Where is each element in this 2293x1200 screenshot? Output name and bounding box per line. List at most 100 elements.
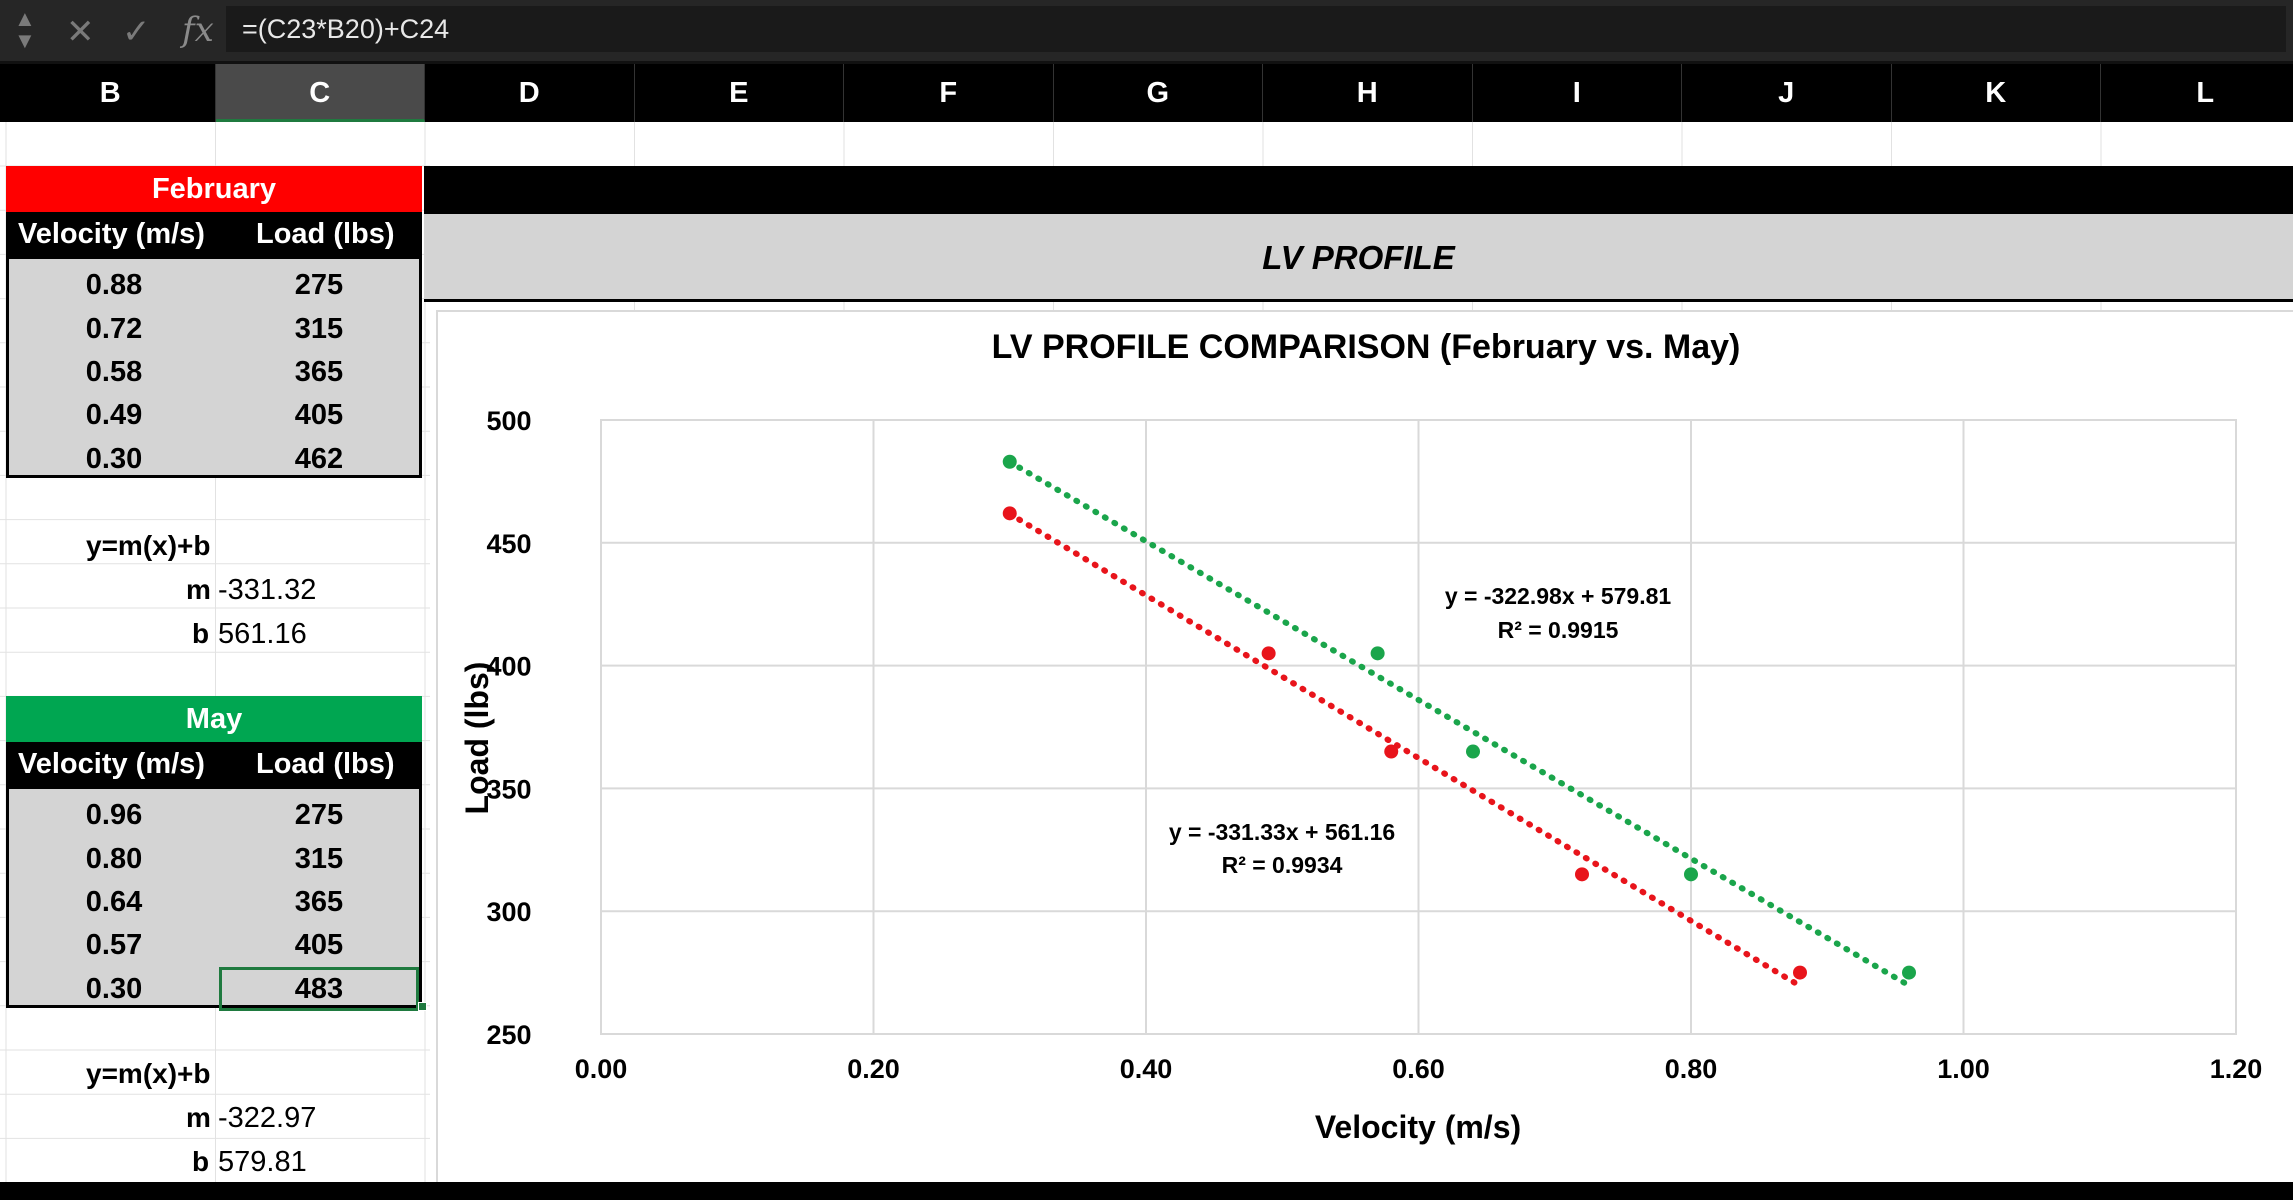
x-tick-label: 1.20 <box>2210 1054 2263 1084</box>
may-header-row[interactable]: Velocity (m/s) Load (lbs) <box>6 742 422 786</box>
load-cell[interactable]: 405 <box>294 929 344 961</box>
february-m-value[interactable]: -331.32 <box>218 574 317 606</box>
name-box-stepper-icon[interactable]: ▲ ▼ <box>14 6 36 53</box>
column-header-h[interactable]: H <box>1263 64 1473 122</box>
table-row[interactable]: 0.30 483 <box>9 967 419 1011</box>
february-data-point[interactable] <box>1384 744 1399 759</box>
x-tick-label: 1.00 <box>1937 1054 1990 1084</box>
fill-handle[interactable] <box>418 1002 427 1011</box>
february-header-row[interactable]: Velocity (m/s) Load (lbs) <box>6 212 422 256</box>
x-tick-label: 0.20 <box>847 1054 900 1084</box>
may-data-point[interactable] <box>1902 965 1916 980</box>
column-header-g[interactable]: G <box>1054 64 1263 122</box>
may-data-point[interactable] <box>1002 454 1017 469</box>
load-cell[interactable]: 365 <box>294 356 344 388</box>
table-row[interactable]: 0.96 275 <box>9 793 419 837</box>
table-row[interactable]: 0.88 275 <box>9 263 419 307</box>
february-data-point[interactable] <box>1002 506 1017 521</box>
header-band <box>424 166 2293 214</box>
velocity-cell[interactable]: 0.57 <box>85 929 143 961</box>
column-header-k[interactable]: K <box>1892 64 2101 122</box>
may-b-label[interactable]: b <box>192 1146 210 1177</box>
load-cell[interactable]: 275 <box>294 799 344 831</box>
may-equation-label[interactable]: y=m(x)+b <box>86 1058 211 1089</box>
chart-title: LV PROFILE COMPARISON (February vs. May) <box>992 328 1741 366</box>
february-b-value[interactable]: 561.16 <box>218 618 307 650</box>
load-cell[interactable]: 315 <box>294 313 344 345</box>
table-row[interactable]: 0.30 462 <box>9 437 419 481</box>
x-tick-label: 0.00 <box>575 1054 628 1084</box>
table-row[interactable]: 0.57 405 <box>9 923 419 967</box>
february-equation-label[interactable]: y=m(x)+b <box>86 530 211 561</box>
y-tick-label: 500 <box>486 406 531 436</box>
table-row[interactable]: 0.72 315 <box>9 307 419 351</box>
plot-area-border <box>600 419 2237 1035</box>
velocity-cell[interactable]: 0.72 <box>85 313 143 345</box>
february-load-header: Load (lbs) <box>256 218 395 250</box>
column-header-d[interactable]: D <box>425 64 635 122</box>
february-data-table: 0.88 275 0.72 315 0.58 365 0.49 405 0.30… <box>6 256 422 478</box>
lv-profile-chart[interactable]: LV PROFILE COMPARISON (February vs. May)… <box>436 310 2293 1182</box>
may-b-value[interactable]: 579.81 <box>218 1146 307 1178</box>
may-trendline[interactable] <box>1006 458 1912 989</box>
x-tick-label: 0.40 <box>1120 1054 1173 1084</box>
velocity-cell[interactable]: 0.88 <box>85 269 143 301</box>
velocity-cell[interactable]: 0.49 <box>85 399 143 431</box>
table-row[interactable]: 0.80 315 <box>9 837 419 881</box>
load-cell[interactable]: 405 <box>294 399 344 431</box>
may-data-point[interactable] <box>1370 646 1385 661</box>
february-data-point[interactable] <box>1575 867 1589 882</box>
y-tick-label: 450 <box>486 529 531 559</box>
formula-input[interactable]: =(C23*B20)+C24 <box>226 6 2286 52</box>
table-row[interactable]: 0.58 365 <box>9 350 419 394</box>
february-trend-equation: y = -331.33x + 561.16 <box>1169 819 1395 845</box>
column-header-b[interactable]: B <box>6 64 216 122</box>
velocity-cell[interactable]: 0.96 <box>85 799 143 831</box>
cancel-icon[interactable]: ✕ <box>66 13 95 51</box>
may-trend-r2: R² = 0.9915 <box>1498 617 1619 643</box>
february-data-point[interactable] <box>1261 646 1276 661</box>
table-row[interactable]: 0.64 365 <box>9 880 419 924</box>
y-axis-label: Load (lbs) <box>459 662 495 815</box>
february-title[interactable]: February <box>6 166 422 212</box>
february-data-point[interactable] <box>1793 965 1807 980</box>
may-title[interactable]: May <box>6 696 422 742</box>
column-header-j[interactable]: J <box>1682 64 1892 122</box>
may-data-point[interactable] <box>1466 744 1480 759</box>
may-velocity-header: Velocity (m/s) <box>18 748 205 780</box>
table-row[interactable]: 0.49 405 <box>9 393 419 437</box>
fx-icon[interactable]: fx <box>182 10 214 50</box>
may-m-label[interactable]: m <box>186 1102 211 1133</box>
load-cell[interactable]: 275 <box>294 269 344 301</box>
y-tick-label: 250 <box>486 1020 531 1050</box>
february-trend-r2: R² = 0.9934 <box>1222 852 1343 878</box>
chart-canvas: LV PROFILE COMPARISON (February vs. May)… <box>459 328 2263 1145</box>
may-data-table: 0.96 275 0.80 315 0.64 365 0.57 405 0.30… <box>6 786 422 1011</box>
load-cell[interactable]: 315 <box>294 843 344 875</box>
column-header-c[interactable]: C <box>215 64 425 122</box>
load-cell[interactable]: 365 <box>294 886 344 918</box>
velocity-cell[interactable]: 0.64 <box>85 886 143 918</box>
column-header-l[interactable]: L <box>2101 64 2293 122</box>
february-b-label[interactable]: b <box>192 618 210 649</box>
confirm-icon[interactable]: ✓ <box>122 13 151 51</box>
may-load-header: Load (lbs) <box>256 748 395 780</box>
load-cell selected-cell[interactable]: 483 <box>219 967 419 1011</box>
february-m-label[interactable]: m <box>186 574 211 605</box>
column-header-i[interactable]: I <box>1473 64 1682 122</box>
y-tick-label: 350 <box>486 774 531 804</box>
may-m-value[interactable]: -322.97 <box>218 1102 317 1134</box>
y-tick-label: 400 <box>486 652 531 682</box>
may-data-point[interactable] <box>1684 867 1698 882</box>
velocity-cell[interactable]: 0.30 <box>85 973 143 1005</box>
velocity-cell[interactable]: 0.30 <box>85 443 143 475</box>
velocity-cell[interactable]: 0.58 <box>85 356 143 388</box>
load-cell[interactable]: 462 <box>294 443 344 475</box>
lv-profile-banner[interactable]: LV PROFILE <box>424 214 2293 302</box>
velocity-cell[interactable]: 0.80 <box>85 843 143 875</box>
column-header-f[interactable]: F <box>844 64 1054 122</box>
column-header-e[interactable]: E <box>635 64 844 122</box>
february-trendline[interactable] <box>1006 510 1803 989</box>
x-tick-label: 0.60 <box>1392 1054 1445 1084</box>
